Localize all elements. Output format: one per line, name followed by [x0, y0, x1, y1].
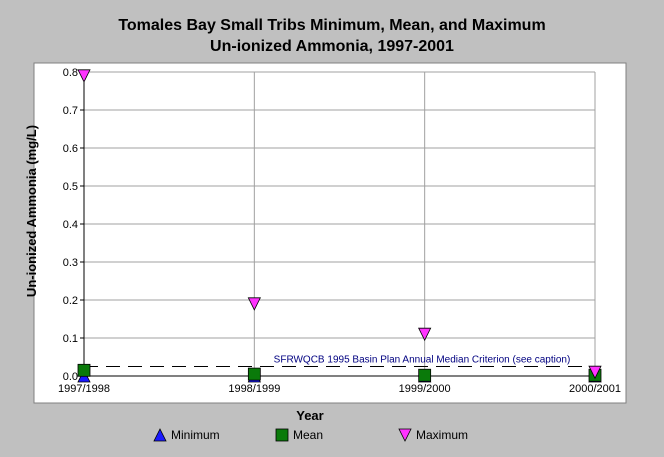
y-tick-label: 0.0 [63, 371, 78, 383]
x-tick-label: 2000/2001 [569, 383, 621, 395]
legend-item-minimum: Minimum [153, 426, 220, 444]
x-tick-label: 1997/1998 [58, 383, 110, 395]
y-tick-label: 0.1 [63, 333, 78, 345]
mean-point [77, 363, 91, 377]
triangle-up-icon [153, 428, 167, 442]
legend-item-maximum: Maximum [398, 426, 468, 444]
reference-layer: SFRWQCB 1995 Basin Plan Annual Median Cr… [84, 355, 595, 367]
triangle-down-icon [398, 428, 412, 442]
legend-label-maximum: Maximum [416, 428, 469, 442]
maximum-point [418, 327, 432, 342]
legend-item-mean: Mean [275, 426, 323, 444]
y-axis-title: Un-ionized Ammonia (mg/L) [24, 125, 39, 297]
chart-title-line-1: Tomales Bay Small Tribs Minimum, Mean, a… [118, 17, 546, 34]
criterion-label: SFRWQCB 1995 Basin Plan Annual Median Cr… [274, 355, 571, 366]
chart-title: Tomales Bay Small Tribs Minimum, Mean, a… [0, 15, 664, 57]
chart-panel [33, 62, 627, 404]
grid-layer [84, 71, 596, 376]
maximum-point [588, 365, 602, 380]
legend-label-minimum: Minimum [171, 428, 220, 442]
x-tick-label: 1999/2000 [399, 383, 451, 395]
y-tick-label: 0.5 [63, 181, 78, 193]
marks-layer [77, 69, 602, 383]
legend: Minimum Mean Maximum [0, 426, 664, 444]
y-tick-label: 0.2 [63, 295, 78, 307]
square-icon [275, 428, 289, 442]
y-tick-label: 0.3 [63, 257, 78, 269]
mean-point [418, 368, 432, 382]
x-axis-title: Year [296, 408, 323, 423]
x-tick-label: 1998/1999 [228, 383, 280, 395]
y-tick-label: 0.8 [63, 67, 78, 79]
maximum-point [77, 69, 91, 83]
y-tick-label: 0.7 [63, 105, 78, 117]
maximum-point [247, 297, 261, 311]
y-tick-label: 0.6 [63, 143, 78, 155]
axis-layer: 0.0 0.1 0.2 0.3 0.4 0.5 0.6 0.7 0.8 1997/1998 1998… [58, 67, 621, 395]
y-tick-label: 0.4 [63, 219, 78, 231]
legend-label-mean: Mean [293, 428, 324, 442]
chart-title-line-2: Un-ionized Ammonia, 1997-2001 [210, 38, 454, 55]
mean-point [247, 367, 261, 381]
